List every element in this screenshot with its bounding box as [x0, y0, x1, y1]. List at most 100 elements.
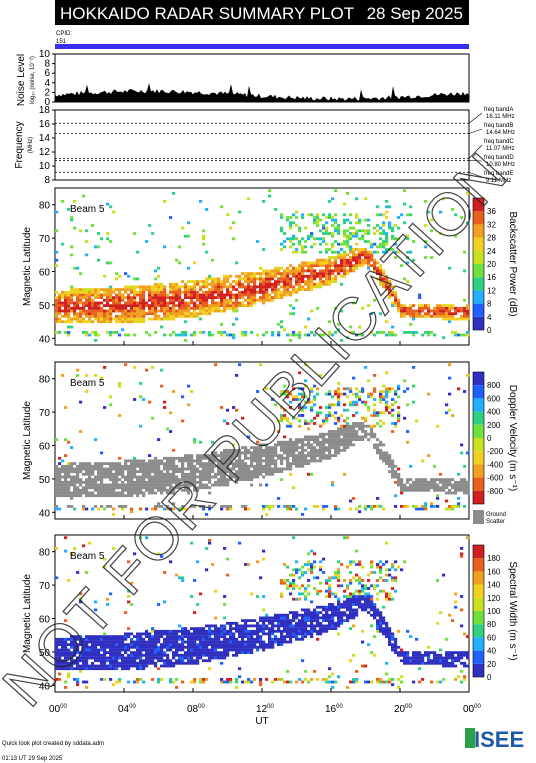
data-cell — [175, 470, 179, 473]
data-cell — [400, 304, 404, 307]
data-cell — [232, 653, 236, 657]
data-cell — [160, 306, 164, 310]
data-cell — [268, 629, 272, 633]
data-cell — [100, 643, 104, 646]
data-cell — [208, 312, 212, 316]
data-cell — [283, 635, 287, 638]
data-cell — [181, 475, 185, 479]
data-cell — [466, 317, 470, 321]
colorbar-tick-label: 600 — [487, 394, 501, 403]
data-cell — [331, 272, 335, 275]
data-cell — [244, 293, 248, 297]
data-cell — [145, 507, 149, 511]
data-cell — [193, 480, 197, 484]
data-cell — [427, 331, 431, 334]
data-cell — [139, 488, 143, 492]
data-cell — [286, 440, 290, 444]
data-cell — [85, 296, 89, 299]
data-cell — [298, 419, 302, 423]
data-cell — [136, 632, 140, 636]
data-cell — [64, 640, 68, 644]
data-cell — [193, 304, 197, 307]
data-cell — [118, 296, 122, 299]
data-cell — [256, 624, 260, 628]
data-cell — [265, 505, 269, 508]
data-cell — [325, 505, 329, 508]
data-cell — [64, 664, 68, 668]
data-cell — [121, 643, 125, 646]
data-cell — [424, 200, 428, 203]
data-cell — [79, 600, 83, 604]
data-cell — [196, 467, 200, 471]
data-cell — [190, 333, 194, 337]
data-cell — [64, 686, 68, 689]
data-cell — [145, 464, 149, 468]
data-cell — [238, 293, 242, 297]
data-cell — [301, 462, 305, 465]
header-bar — [55, 0, 469, 25]
data-cell — [244, 272, 248, 275]
data-cell — [295, 398, 299, 401]
data-cell — [118, 333, 122, 337]
data-cell — [394, 494, 398, 498]
data-cell — [277, 627, 281, 630]
data-cell — [337, 435, 341, 439]
data-cell — [190, 475, 194, 479]
data-cell — [238, 282, 242, 286]
data-cell — [247, 293, 251, 297]
data-cell — [343, 595, 347, 598]
data-cell — [298, 621, 302, 625]
data-cell — [199, 200, 203, 203]
data-cell — [100, 488, 104, 492]
data-cell — [232, 336, 236, 340]
data-cell — [361, 427, 365, 431]
data-cell — [163, 456, 167, 460]
data-cell — [292, 333, 296, 337]
data-cell — [55, 651, 59, 654]
colorbar-tick-label: 36 — [487, 207, 496, 216]
data-cell — [391, 462, 395, 465]
data-cell — [91, 314, 95, 318]
data-cell — [211, 304, 215, 307]
data-cell — [187, 629, 191, 633]
data-cell — [256, 648, 260, 652]
data-cell — [466, 314, 470, 318]
data-cell — [307, 269, 311, 273]
data-cell — [262, 648, 266, 652]
data-cell — [346, 240, 350, 243]
data-cell — [313, 613, 317, 617]
data-cell — [337, 226, 341, 230]
data-cell — [226, 462, 230, 465]
data-cell — [313, 454, 317, 457]
data-cell — [289, 226, 293, 230]
data-cell — [79, 592, 83, 596]
data-cell — [61, 486, 65, 490]
data-cell — [256, 629, 260, 633]
data-cell — [127, 480, 131, 484]
data-cell — [370, 424, 374, 428]
data-cell — [325, 269, 329, 273]
data-cell — [277, 266, 281, 270]
data-cell — [67, 653, 71, 657]
data-cell — [319, 261, 323, 265]
data-cell — [295, 248, 299, 251]
data-cell — [73, 475, 77, 479]
data-cell — [310, 571, 314, 574]
data-cell — [313, 403, 317, 407]
data-cell — [175, 312, 179, 316]
data-cell — [55, 486, 59, 490]
data-cell — [148, 285, 152, 289]
data-cell — [286, 216, 290, 219]
data-cell — [187, 486, 191, 490]
data-cell — [286, 419, 290, 423]
data-cell — [361, 234, 365, 238]
data-cell — [58, 664, 62, 668]
data-cell — [94, 600, 98, 604]
data-cell — [316, 621, 320, 625]
data-cell — [454, 486, 458, 490]
data-cell — [358, 438, 362, 441]
data-cell — [325, 282, 329, 286]
lat-tick-label: 50 — [39, 301, 51, 312]
data-cell — [439, 232, 443, 235]
data-cell — [169, 467, 173, 471]
